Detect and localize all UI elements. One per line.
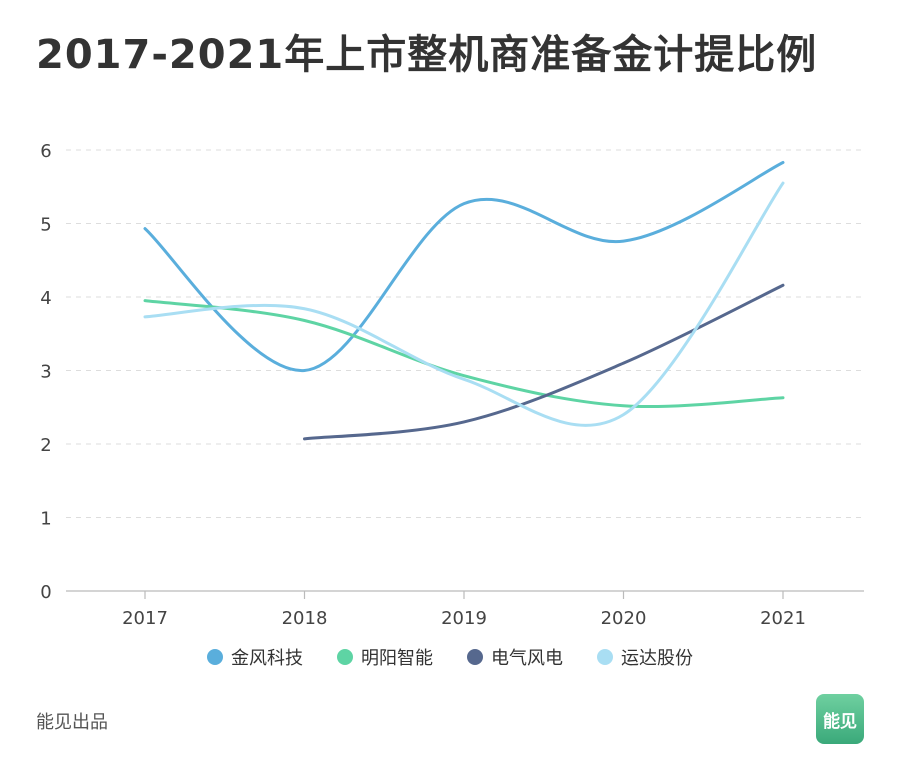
legend: 金风科技 明阳智能 电气风电 运达股份 (0, 644, 900, 670)
x-tick-label: 2017 (122, 608, 168, 629)
legend-item[interactable]: 明阳智能 (337, 644, 433, 670)
brand-logo: 能见 (816, 694, 864, 744)
legend-label: 运达股份 (621, 648, 693, 669)
series-line (143, 181, 785, 427)
x-tick-label: 2021 (760, 608, 806, 629)
legend-label: 明阳智能 (361, 648, 433, 669)
y-tick-label: 3 (40, 362, 51, 383)
y-tick-label: 4 (40, 288, 51, 309)
y-tick-label: 2 (40, 435, 51, 456)
chart-title: 2017-2021年上市整机商准备金计提比例 (36, 32, 818, 78)
x-tick-label: 2020 (601, 608, 647, 629)
footer-credit: 能见出品 (36, 712, 108, 733)
legend-item[interactable]: 金风科技 (207, 644, 303, 670)
line-chart: 0 1 2 3 4 5 6 2017 2018 2019 2020 2021 (40, 141, 864, 629)
legend-item[interactable]: 运达股份 (597, 644, 693, 670)
series-line (303, 283, 785, 441)
y-axis-ticks: 0 1 2 3 4 5 6 (40, 141, 51, 603)
legend-label: 金风科技 (231, 648, 303, 669)
legend-label: 电气风电 (491, 648, 563, 669)
gridlines (66, 149, 864, 518)
legend-swatch (467, 649, 483, 665)
x-tick-label: 2018 (282, 608, 328, 629)
series-line (143, 160, 785, 373)
legend-swatch (597, 649, 613, 665)
legend-swatch (207, 649, 223, 665)
y-tick-label: 6 (40, 141, 51, 162)
y-tick-label: 0 (40, 582, 51, 603)
x-axis: 2017 2018 2019 2020 2021 (66, 590, 864, 629)
legend-swatch (337, 649, 353, 665)
y-tick-label: 1 (40, 509, 51, 530)
series-line (143, 299, 785, 409)
x-tick-label: 2019 (441, 608, 487, 629)
y-tick-label: 5 (40, 215, 51, 236)
series-lines (143, 160, 785, 441)
legend-item[interactable]: 电气风电 (467, 644, 563, 670)
